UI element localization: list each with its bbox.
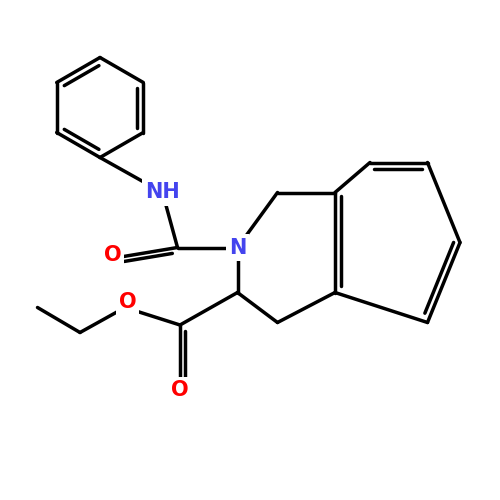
Text: O: O: [171, 380, 189, 400]
Text: O: O: [104, 245, 122, 265]
Text: N: N: [229, 238, 246, 258]
Text: NH: NH: [145, 182, 180, 203]
Text: O: O: [118, 292, 136, 312]
